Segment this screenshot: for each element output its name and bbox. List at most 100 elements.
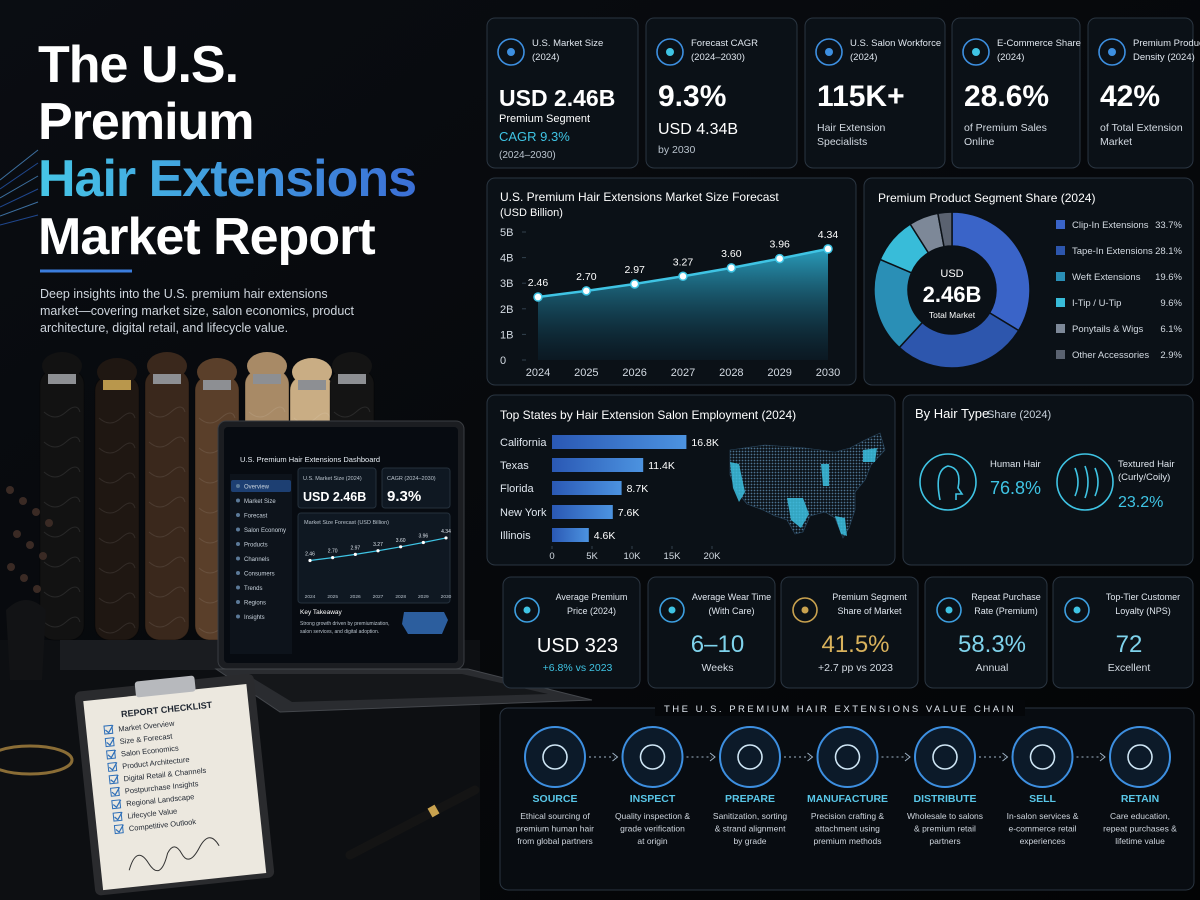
kpi-label: Density (2024)	[1133, 52, 1195, 63]
step-description: repeat purchases &	[1103, 824, 1177, 834]
description: market—covering market size, salon econo…	[40, 304, 355, 318]
checkbox	[106, 749, 116, 760]
hair-wave	[98, 532, 136, 544]
icon-dot	[507, 48, 515, 56]
metric-label: Price (2024)	[567, 606, 616, 616]
kpi-label: (2024)	[997, 52, 1024, 63]
donut-center: Total Market	[929, 310, 976, 320]
step-description: Precision crafting &	[811, 811, 885, 821]
laptop-nav-active	[231, 480, 291, 492]
laptop-chart-year: 2025	[327, 594, 338, 600]
hair-wave	[333, 406, 371, 418]
hair-wave	[43, 436, 81, 448]
laptop-chart-value: 3.27	[373, 542, 383, 548]
metric-label: Repeat Purchase	[971, 592, 1041, 602]
laptop-nav-dot	[236, 542, 240, 546]
chart-title: Top States by Hair Extension Salon Emplo…	[500, 408, 796, 422]
hair-wave	[98, 592, 136, 604]
metric-note: Annual	[976, 662, 1009, 674]
step-name: SELL	[1029, 793, 1056, 805]
section-subtitle: Share (2024)	[987, 409, 1051, 421]
x-tick-label: 2028	[719, 367, 743, 379]
hair-wave	[43, 496, 81, 508]
step-arrow	[612, 752, 619, 762]
laptop-chart-point	[308, 558, 312, 563]
legend-value: 2.9%	[1160, 350, 1182, 361]
hair-wave	[148, 436, 186, 448]
light-streak	[0, 149, 39, 181]
laptop-card-label: CAGR (2024–2030)	[387, 476, 436, 482]
checkmark	[110, 774, 119, 784]
checkmark	[107, 749, 117, 759]
kpi-label: U.S. Salon Workforce	[850, 38, 941, 49]
metric-value: 6–10	[691, 631, 744, 658]
metric-value: 41.5%	[821, 631, 889, 658]
pen-band	[427, 804, 440, 818]
data-label: 3.60	[721, 248, 742, 260]
step-description: from global partners	[517, 836, 593, 846]
hair-bundle-top	[247, 352, 287, 380]
metric-label: Rate (Premium)	[974, 606, 1038, 616]
hair-type-value: 23.2%	[1118, 494, 1163, 511]
x-tick-label: 0	[549, 551, 554, 562]
step-description: experiences	[1020, 836, 1066, 846]
step-description: In-salon services &	[1007, 811, 1079, 821]
kpi-detail: Online	[964, 136, 995, 148]
data-label: 8.7K	[627, 483, 649, 495]
map-highlight	[821, 464, 829, 486]
kpi-value: 9.3%	[658, 80, 726, 113]
legend-value: 9.6%	[1160, 298, 1182, 309]
hair-wave	[43, 586, 81, 598]
laptop-chart-value: 2.46	[305, 551, 315, 557]
y-category-label: Texas	[500, 460, 529, 472]
bar	[552, 435, 687, 449]
icon-dot	[1108, 48, 1116, 56]
legend-swatch	[1056, 324, 1065, 333]
step-description: attachment using	[815, 824, 880, 834]
laptop-chart-year: 2026	[350, 594, 361, 600]
kpi-label: Premium Product	[1133, 38, 1200, 49]
data-label: 7.6K	[618, 507, 640, 519]
step-name: SOURCE	[533, 793, 578, 805]
step-description: lifetime value	[1115, 836, 1165, 846]
y-category-label: California	[500, 437, 547, 449]
laptop-chart-point	[353, 552, 357, 556]
metric-card	[924, 576, 1048, 689]
icon	[1098, 38, 1126, 66]
laptop-chart-panel	[297, 512, 451, 604]
step-description: grade verification	[620, 824, 685, 834]
legend-label: Other Accessories	[1072, 350, 1149, 361]
laptop-chart-value: 3.60	[396, 538, 406, 544]
title-line: The U.S.	[38, 36, 238, 94]
legend-label: Ponytails & Wigs	[1072, 324, 1144, 335]
icon	[815, 38, 843, 66]
laptop-chart-year: 2024	[305, 594, 316, 600]
checkmark	[108, 762, 118, 771]
laptop-nav-dot	[236, 527, 240, 532]
bundle-band	[103, 380, 131, 390]
laptop-nav: Salon Economy	[244, 528, 286, 534]
x-tick-label: 2025	[574, 367, 598, 379]
kpi-label: (2024)	[532, 52, 559, 63]
y-tick-label: 5B	[500, 227, 513, 239]
step-icon-glyph	[1029, 744, 1056, 770]
hair-icon	[919, 453, 977, 511]
kpi-detail: Premium Segment	[499, 113, 590, 125]
y-tick-label: 4B	[500, 253, 513, 265]
icon-dot	[666, 48, 674, 56]
point	[581, 286, 592, 296]
hair-wave	[148, 616, 186, 628]
hair-wave	[43, 466, 81, 478]
step-icon-glyph	[932, 744, 958, 770]
hair-bundle-top	[197, 358, 237, 386]
step-icon-ring	[1011, 726, 1074, 788]
laptop-takeaway: Strong growth driven by premiumization,	[300, 621, 390, 627]
laptop-nav-dot	[236, 571, 240, 575]
dried-flower	[33, 585, 41, 593]
hair-wave	[198, 412, 236, 424]
laptop-card-value: USD 2.46B	[303, 490, 366, 504]
light-streak	[0, 201, 39, 217]
metric-icon	[792, 597, 818, 623]
